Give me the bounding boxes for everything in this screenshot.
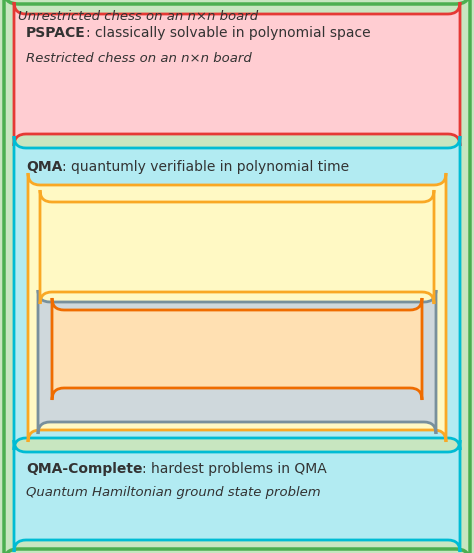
Text: Testing whether a number is prime: Testing whether a number is prime [64,342,296,355]
Text: : classically solvable in polynomial space: : classically solvable in polynomial spa… [86,26,370,40]
Text: : classically solvable in polynomial time: : classically solvable in polynomial tim… [74,320,338,333]
Text: NP-Complete: NP-Complete [52,213,149,226]
Text: P: P [64,320,74,333]
Text: QMA-Complete: QMA-Complete [26,462,143,476]
Text: Restricted chess on an n×n board: Restricted chess on an n×n board [26,52,252,65]
FancyBboxPatch shape [52,298,422,400]
Text: : quantumly verifiable in polynomial time: : quantumly verifiable in polynomial tim… [63,160,349,174]
Text: NP: NP [40,196,61,209]
FancyBboxPatch shape [14,136,460,450]
FancyBboxPatch shape [28,173,446,442]
FancyBboxPatch shape [14,440,460,552]
Text: : hardest problems in NP: : hardest problems in NP [149,213,313,226]
Text: Integer factorization: Integer factorization [52,398,187,411]
Text: : quantumly solvable in polynomial time: : quantumly solvable in polynomial time [83,416,352,429]
Text: Traveling salesman problem: Traveling salesman problem [52,235,239,248]
Text: QMA: QMA [26,160,63,174]
Text: Quantum Hamiltonian ground state problem: Quantum Hamiltonian ground state problem [26,486,320,499]
Text: PSPACE: PSPACE [26,26,86,40]
FancyBboxPatch shape [4,0,470,553]
FancyBboxPatch shape [38,290,436,434]
Text: Unrestricted chess on an n×n board: Unrestricted chess on an n×n board [18,10,258,23]
Text: : hardest problems in QMA: : hardest problems in QMA [143,462,327,476]
Text: : classically verifiable in polynomial time: : classically verifiable in polynomial t… [61,196,332,209]
FancyBboxPatch shape [40,190,434,304]
FancyBboxPatch shape [14,2,460,146]
Text: BQP: BQP [52,416,83,429]
